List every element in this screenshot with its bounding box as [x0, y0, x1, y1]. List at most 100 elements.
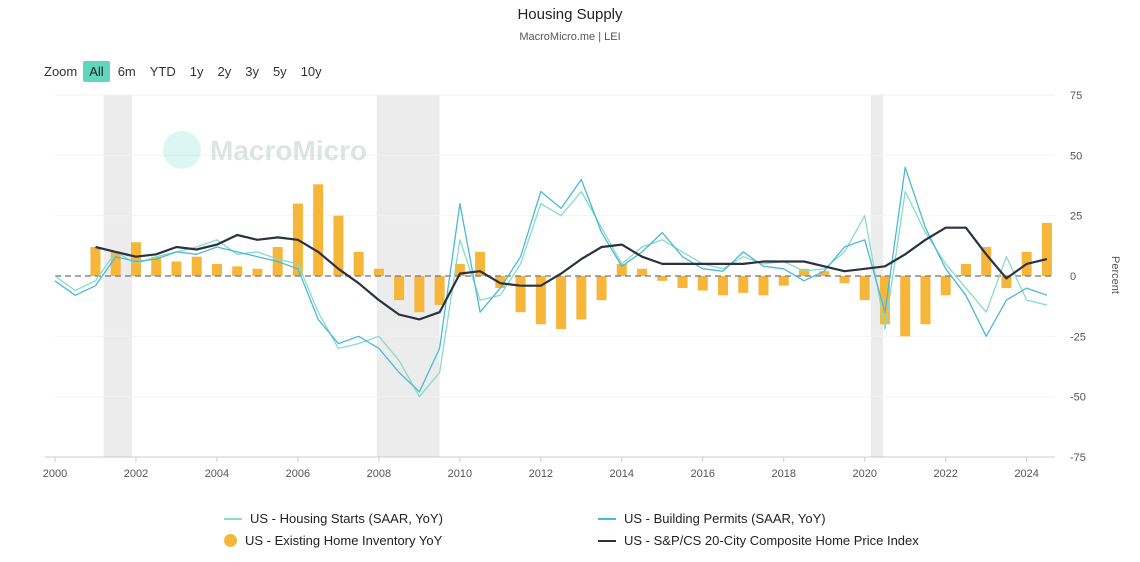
line-swatch-icon — [598, 517, 616, 520]
inventory-bar — [819, 271, 830, 276]
chart-title: Housing Supply — [517, 6, 623, 23]
series-lines — [54, 166, 1048, 398]
inventory-bar — [596, 276, 607, 301]
inventory-bar — [940, 276, 951, 296]
inventory-bar — [859, 276, 870, 301]
inventory-bar — [90, 247, 101, 276]
inventory-bar — [839, 276, 850, 284]
y-tick-label: -25 — [1070, 331, 1086, 343]
x-tick-label: 2010 — [448, 468, 472, 480]
zoom-5y-button[interactable]: 5y — [272, 63, 287, 79]
x-tick-label: 2004 — [205, 468, 229, 480]
legend-item-building-permits[interactable]: US - Building Permits (SAAR, YoY) — [598, 511, 826, 526]
inventory-bar — [798, 268, 809, 276]
inventory-bar — [738, 276, 749, 293]
inventory-bar — [697, 276, 708, 291]
home-price-index-line — [95, 226, 1048, 321]
inventory-bar — [515, 276, 526, 313]
legend-label: US - S&P/CS 20-City Composite Home Price… — [624, 533, 919, 548]
inventory-bar — [677, 276, 688, 289]
inventory-bar — [1041, 222, 1052, 276]
inventory-bar — [373, 268, 384, 276]
inventory-bar — [130, 242, 141, 276]
x-tick-label: 2022 — [933, 468, 957, 480]
zoom-all-button[interactable]: All — [83, 60, 110, 82]
x-tick-label: 2006 — [286, 468, 310, 480]
y-axis: 75 50 25 0 -25 -50 -75 — [1070, 90, 1086, 464]
inventory-bar — [353, 251, 364, 276]
zoom-toolbar: Zoom All 6m YTD 1y 2y 3y 5y 10y — [44, 60, 330, 82]
inventory-bar — [414, 276, 425, 313]
inventory-bars — [90, 184, 1052, 337]
inventory-bar — [616, 263, 627, 276]
legend-item-housing-starts[interactable]: US - Housing Starts (SAAR, YoY) — [224, 511, 443, 526]
building-permits-line — [54, 166, 1048, 393]
zoom-label: Zoom — [44, 63, 78, 79]
zoom-1y-button[interactable]: 1y — [189, 63, 204, 79]
inventory-bar — [211, 263, 222, 276]
inventory-bar — [1001, 276, 1012, 289]
inventory-bar — [718, 276, 729, 296]
inventory-bar — [981, 247, 992, 276]
x-tick-label: 2020 — [852, 468, 876, 480]
legend-label: US - Housing Starts (SAAR, YoY) — [250, 511, 443, 526]
inventory-bar — [637, 268, 648, 276]
inventory-bar — [191, 256, 202, 276]
x-tick-label: 2002 — [124, 468, 148, 480]
x-tick-label: 2008 — [367, 468, 391, 480]
x-tick-label: 2018 — [772, 468, 796, 480]
inventory-bar — [434, 276, 445, 305]
inventory-bar — [556, 276, 567, 330]
x-tick-label: 2012 — [529, 468, 553, 480]
watermark-text: MacroMicro — [210, 135, 367, 166]
inventory-bar — [920, 276, 931, 325]
x-axis: 2000 2002 2004 2006 2008 2010 2012 2014 2016 2018… — [43, 456, 1055, 480]
inventory-bar — [475, 251, 486, 276]
y-tick-label: 0 — [1070, 271, 1076, 283]
line-swatch-icon — [598, 539, 616, 542]
y-tick-label: -50 — [1070, 392, 1086, 404]
watermark-logo-icon — [163, 131, 201, 169]
inventory-bar — [879, 276, 890, 325]
line-swatch-icon — [224, 517, 242, 520]
legend-label: US - Existing Home Inventory YoY — [245, 533, 443, 548]
inventory-bar — [394, 276, 405, 301]
y-tick-label: 50 — [1070, 150, 1082, 162]
inventory-bar — [758, 276, 769, 296]
x-tick-label: 2014 — [610, 468, 634, 480]
zoom-3y-button[interactable]: 3y — [245, 63, 259, 79]
inventory-bar — [252, 268, 263, 276]
zoom-2y-button[interactable]: 2y — [217, 63, 232, 79]
zoom-ytd-button[interactable]: YTD — [149, 63, 176, 79]
x-tick-label: 2000 — [43, 468, 67, 480]
y-tick-label: 25 — [1070, 211, 1082, 223]
zoom-6m-button[interactable]: 6m — [117, 63, 136, 79]
dot-swatch-icon — [224, 534, 237, 547]
zoom-10y-button[interactable]: 10y — [300, 63, 322, 79]
inventory-bar — [171, 261, 182, 276]
inventory-bar — [232, 266, 243, 276]
inventory-bar — [960, 263, 971, 276]
legend-item-existing-inventory[interactable]: US - Existing Home Inventory YoY — [224, 533, 442, 548]
legend-label: US - Building Permits (SAAR, YoY) — [624, 511, 826, 526]
inventory-bar — [576, 276, 587, 320]
y-tick-label: -75 — [1070, 452, 1086, 464]
legend-item-home-price-index[interactable]: US - S&P/CS 20-City Composite Home Price… — [598, 533, 919, 548]
inventory-bar — [657, 276, 668, 281]
inventory-bar — [900, 276, 911, 337]
chart-subtitle: MacroMicro.me | LEI — [519, 31, 621, 43]
inventory-bar — [535, 276, 546, 325]
inventory-bar — [454, 263, 465, 276]
inventory-bar — [313, 184, 324, 276]
y-axis-label: Percent — [1109, 256, 1121, 294]
x-tick-label: 2024 — [1014, 468, 1038, 480]
inventory-bar — [151, 256, 162, 276]
inventory-bar — [110, 251, 121, 276]
y-tick-label: 75 — [1070, 90, 1082, 102]
inventory-bar — [778, 276, 789, 286]
watermark: MacroMicro — [163, 131, 367, 169]
x-tick-label: 2016 — [691, 468, 715, 480]
inventory-bar — [333, 215, 344, 276]
